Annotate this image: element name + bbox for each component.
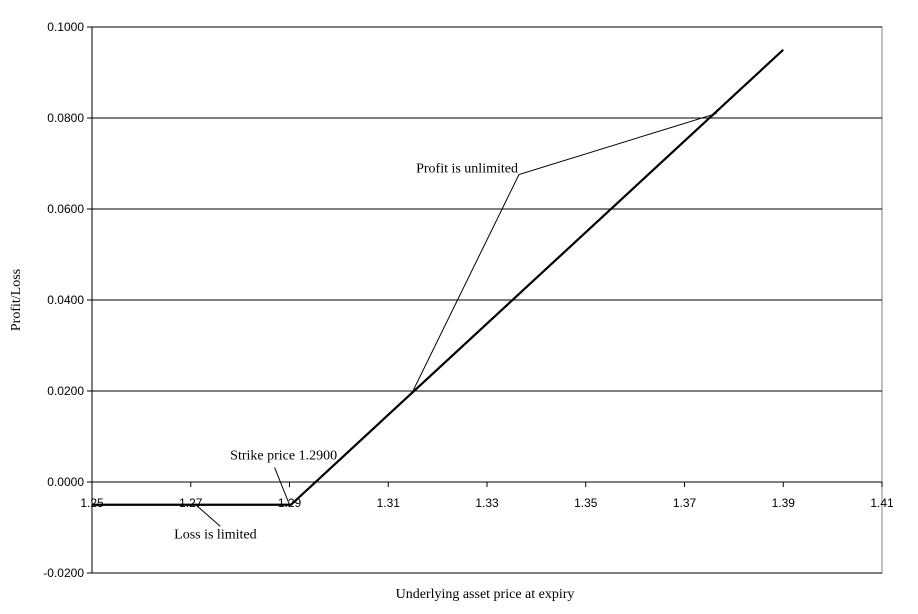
gridlines — [87, 26, 883, 574]
x-tick-label: 1.35 — [574, 496, 598, 510]
series-layer — [92, 48, 784, 506]
x-tick-labels: 1.25 1.27 1.29 1.31 1.33 1.35 1.37 1.39 1.41 — [80, 496, 894, 510]
y-tick-label: 0.0400 — [47, 293, 84, 307]
strike-annotation-label: Strike price 1.2900 — [230, 449, 337, 464]
y-tick-label: 0.0600 — [47, 202, 84, 216]
y-tick-label: 0.1000 — [47, 20, 84, 34]
loss-annotation-leader — [195, 504, 221, 527]
y-tick-label: 0.0800 — [47, 111, 84, 125]
x-tick-label: 1.33 — [475, 496, 499, 510]
strike-annotation-leader — [274, 467, 290, 505]
x-tick-label: 1.27 — [179, 496, 203, 510]
payoff-line — [92, 48, 784, 506]
annotation-leaders — [195, 112, 717, 527]
y-tick-labels: -0.0200 0.0000 0.0200 0.0400 0.0600 0.0800 0.1… — [43, 20, 84, 580]
y-tick-label: -0.0200 — [43, 566, 84, 580]
x-tick-label: 1.39 — [772, 496, 796, 510]
annotation-labels: Profit is unlimited Strike price 1.2900 Lo… — [174, 162, 518, 543]
x-tick-label: 1.31 — [377, 496, 401, 510]
loss-annotation-label: Loss is limited — [174, 527, 256, 542]
y-axis-title: Profit/Loss — [9, 269, 24, 331]
y-tick-label: 0.0200 — [47, 384, 84, 398]
x-tick-label: 1.25 — [80, 496, 104, 510]
x-axis-title: Underlying asset price at expiry — [396, 587, 575, 602]
x-tick-label: 1.37 — [673, 496, 697, 510]
x-tick-label: 1.41 — [870, 496, 894, 510]
profit-annotation-leader — [412, 112, 717, 392]
profit-annotation-label: Profit is unlimited — [416, 162, 518, 177]
y-tick-label: 0.0000 — [47, 475, 84, 489]
